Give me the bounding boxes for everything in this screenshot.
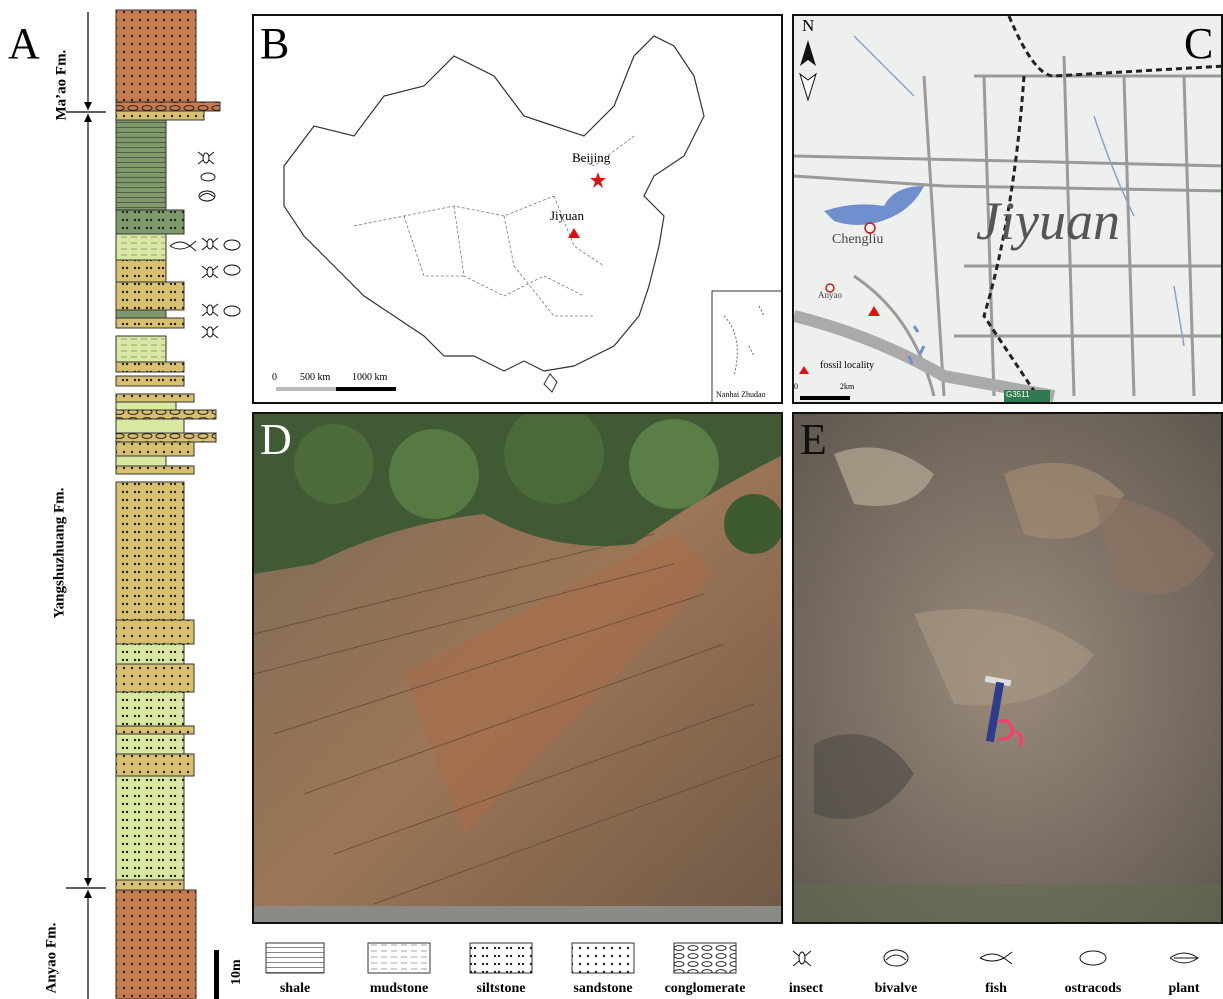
panel-label-c: C <box>1184 19 1214 68</box>
panel-b-map <box>252 14 783 404</box>
legend-label-mudstone: mudstone <box>369 981 429 996</box>
scale-0-b: 0 <box>272 372 277 383</box>
scale-500: 500 km <box>300 372 331 383</box>
panel-label-d: D <box>260 415 292 464</box>
legend-label-ostracods: ostracods <box>1064 981 1122 996</box>
label-jiyuan-city: Jiyuan <box>976 191 1120 251</box>
scale-1000: 1000 km <box>352 372 388 383</box>
scale-0-c: 0 <box>794 382 798 391</box>
scale-2km: 2km <box>840 382 855 391</box>
panel-label-b: B <box>260 19 290 68</box>
scale-bar-label: 10m <box>229 959 244 985</box>
legend-label-fish: fish <box>985 981 1007 996</box>
legend-fossil-locality: fossil locality <box>820 360 875 371</box>
panel-c-map <box>792 14 1223 404</box>
road-g3511: G3511 <box>1006 390 1030 399</box>
legend-label-conglomerate: conglomerate <box>664 981 746 996</box>
north-label: N <box>802 16 815 35</box>
formation-label-anyao: Anyao Fm. <box>43 922 60 994</box>
legend-label-siltstone: siltstone <box>476 981 526 996</box>
formation-label-maao: Ma’ao Fm. <box>53 49 70 121</box>
label-anyao: Anyao <box>818 290 842 300</box>
legend-label-shale: shale <box>279 981 311 996</box>
panel-label-e: E <box>800 415 827 464</box>
panel-e-photo <box>792 412 1223 924</box>
panel-label-a: A <box>8 19 40 68</box>
legend-label-bivalve: bivalve <box>874 981 918 996</box>
legend-label-sandstone: sandstone <box>573 981 633 996</box>
label-beijing: Beijing <box>572 150 611 165</box>
label-chengliu: Chengliu <box>832 232 884 247</box>
legend-label-insect: insect <box>788 981 824 996</box>
legend-label-plant: plant <box>1168 981 1200 996</box>
panel-d-photo <box>252 412 783 924</box>
inset-label: Nanhai Zhudao <box>716 390 766 399</box>
formation-label-yangshuzhuang: Yangshuzhuang Fm. <box>51 487 68 619</box>
label-jiyuan-b: Jiyuan <box>550 208 584 223</box>
